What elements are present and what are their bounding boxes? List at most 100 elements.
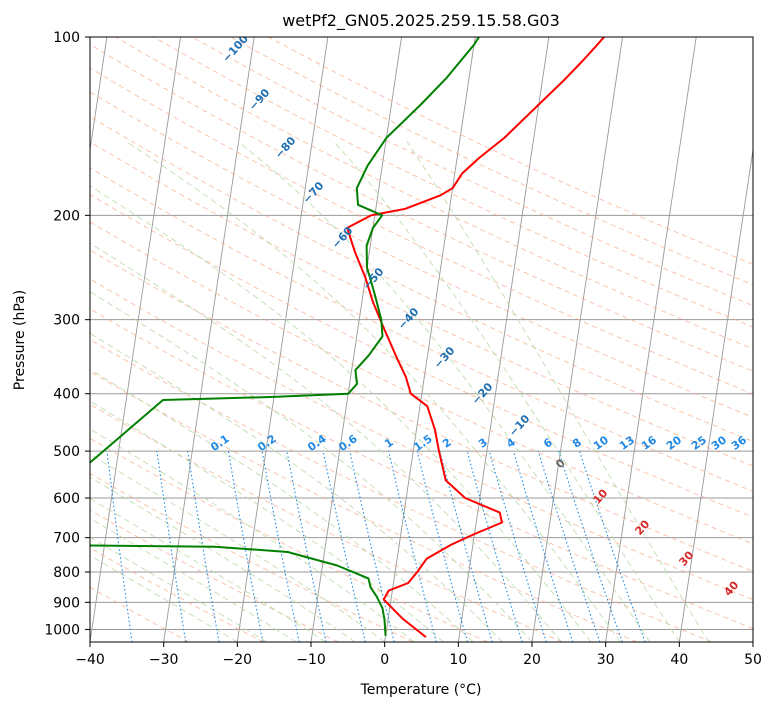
mixing-ratio-line — [261, 451, 300, 642]
dry-adiabat — [90, 221, 753, 545]
mixing-ratio-label: 30 — [709, 433, 729, 453]
dry-adiabat — [90, 472, 414, 642]
x-tick-label: 40 — [670, 652, 688, 668]
isotherm--50 — [90, 37, 108, 153]
mixing-ratio-line — [558, 450, 623, 642]
dry-adiabat — [90, 43, 753, 372]
y-tick-label: 1000 — [44, 622, 80, 638]
isotherm-30 — [605, 37, 697, 642]
isotherm-50 — [752, 638, 753, 642]
moist-adiabat-label: 40 — [721, 578, 741, 598]
x-tick-label: 20 — [523, 652, 541, 668]
dry-adiabat — [90, 547, 264, 642]
isotherm-20 — [531, 37, 623, 642]
isotherm--40 — [90, 37, 181, 642]
chart-title: wetPf2_GN05.2025.259.15.58.G03 — [282, 11, 560, 31]
moist-adiabat — [90, 554, 238, 642]
dewpoint-profile — [90, 37, 480, 636]
isotherm-10 — [457, 37, 550, 642]
dry-adiabat — [90, 509, 339, 642]
mixing-ratio-line — [322, 450, 366, 642]
dry-adiabat-label: −80 — [272, 134, 298, 161]
moist-adiabat — [90, 185, 592, 642]
mixing-ratio-label: 2 — [440, 436, 454, 451]
moist-adiabat — [125, 140, 621, 642]
dry-adiabat-label: −70 — [300, 179, 326, 206]
moist-adiabat — [90, 453, 385, 642]
y-tick-label: 500 — [53, 444, 80, 460]
moist-adiabat — [90, 400, 444, 642]
moist-adiabat — [90, 242, 562, 642]
mixing-ratio-line — [578, 450, 646, 642]
isotherm-40 — [678, 146, 753, 642]
moist-adiabat — [237, 140, 651, 642]
mixing-ratio-line — [416, 450, 469, 642]
mixing-ratio-line — [466, 450, 523, 642]
y-tick-label: 800 — [53, 565, 80, 581]
mixing-ratio-label: 25 — [689, 433, 709, 452]
y-tick-label: 100 — [53, 30, 80, 46]
mixing-ratio-line — [227, 451, 264, 642]
dry-adiabat — [90, 91, 753, 418]
mixing-ratio-label: 1 — [382, 436, 396, 451]
dry-adiabat — [90, 586, 190, 642]
mixing-ratio-line — [537, 450, 601, 642]
x-tick-label: 50 — [744, 652, 762, 668]
x-tick-label: −10 — [296, 652, 326, 668]
moist-adiabat — [90, 428, 415, 642]
moist-adiabat-label: 10 — [590, 486, 610, 506]
dry-adiabat — [90, 339, 712, 642]
moist-adiabat — [406, 141, 710, 642]
mixing-ratio-label: 16 — [639, 433, 659, 453]
dry-adiabat-label: −10 — [506, 412, 532, 439]
x-tick-label: 0 — [380, 652, 389, 668]
dry-adiabat — [90, 370, 638, 642]
x-tick-label: 30 — [597, 652, 615, 668]
dry-adiabat — [115, 37, 753, 350]
isotherm-0 — [384, 37, 476, 642]
plot-frame — [89, 36, 754, 643]
x-tick-label: −30 — [149, 652, 179, 668]
dry-adiabat — [90, 116, 753, 442]
dry-adiabat — [90, 308, 753, 630]
dry-adiabat-label: −90 — [246, 86, 272, 113]
moist-adiabat — [90, 536, 268, 642]
plot-area: −100−90−80−70−60−50−40−30−20−100.1 0.2 0.4… — [90, 37, 753, 642]
x-axis-label: Temperature (°C) — [360, 682, 482, 698]
mixing-ratio-line — [388, 450, 437, 642]
moist-adiabat — [90, 517, 297, 642]
dry-adiabat-label: −30 — [431, 344, 457, 371]
x-tick-label: −20 — [223, 652, 253, 668]
mixing-ratio-label: 36 — [729, 433, 749, 453]
x-tick-label: −40 — [75, 652, 105, 668]
dry-adiabat — [90, 67, 753, 395]
moist-adiabat — [90, 497, 326, 642]
isotherm--20 — [236, 37, 329, 642]
mixing-ratio-line — [349, 450, 395, 642]
moist-adiabat — [333, 140, 680, 642]
dry-adiabat-label: −60 — [329, 224, 355, 251]
y-tick-label: 600 — [53, 491, 80, 507]
temperature-profile — [346, 37, 605, 638]
y-tick-label: 900 — [53, 595, 80, 611]
moist-adiabat-label: 0 — [553, 456, 568, 471]
mixing-ratio-label: 20 — [664, 433, 684, 453]
dry-adiabat — [90, 249, 753, 572]
moist-adiabat-label: 30 — [676, 548, 696, 568]
dry-adiabat — [90, 437, 488, 642]
y-tick-label: 300 — [53, 313, 80, 329]
y-tick-label: 400 — [53, 387, 80, 403]
moist-adiabat — [90, 368, 474, 642]
y-axis-label: Pressure (hPa) — [12, 290, 28, 390]
dry-adiabat — [191, 37, 753, 307]
dry-adiabat — [153, 37, 753, 328]
mixing-ratio-line — [512, 450, 574, 642]
isotherm--30 — [163, 37, 255, 642]
dry-adiabat — [229, 37, 753, 286]
moist-adiabat — [90, 476, 356, 642]
dry-adiabat — [90, 278, 753, 601]
mixing-ratio-label: 8 — [570, 436, 584, 451]
mixing-ratio-line — [488, 450, 547, 642]
x-tick-label: 10 — [449, 652, 467, 668]
